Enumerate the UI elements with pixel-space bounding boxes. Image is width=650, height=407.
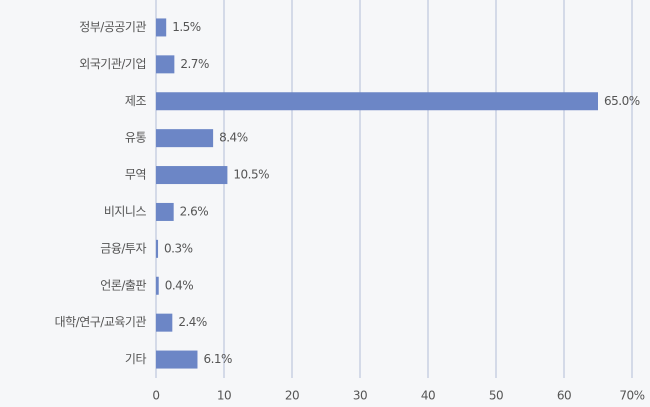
y-tick-label: 유통 — [125, 131, 147, 145]
x-tick-label: 50 — [489, 389, 503, 403]
value-label: 2.4% — [178, 315, 207, 329]
bar — [156, 202, 174, 221]
bar — [156, 18, 167, 37]
y-tick-label: 금융/투자 — [100, 241, 146, 255]
bar — [156, 55, 175, 74]
bar — [156, 166, 228, 185]
x-tick-label: 70% — [619, 389, 644, 403]
value-label: 1.5% — [172, 20, 201, 34]
value-label: 0.4% — [165, 278, 194, 292]
x-tick-label: 40 — [421, 389, 435, 403]
x-tick-label: 0 — [152, 389, 159, 403]
x-tick-label: 10 — [217, 389, 231, 403]
x-tick-label: 20 — [285, 389, 299, 403]
y-tick-label: 언론/출판 — [100, 278, 146, 292]
value-label: 6.1% — [203, 352, 232, 366]
value-label: 8.4% — [219, 131, 248, 145]
value-label: 65.0% — [604, 94, 640, 108]
x-tick-label: 30 — [353, 389, 367, 403]
value-label: 2.7% — [180, 57, 209, 71]
y-tick-label: 기타 — [125, 352, 147, 366]
bar — [156, 92, 598, 111]
value-label: 2.6% — [180, 204, 209, 218]
value-label: 10.5% — [233, 168, 269, 182]
y-tick-label: 비지니스 — [104, 204, 147, 218]
x-tick-label: 60 — [557, 389, 571, 403]
bar — [156, 313, 173, 332]
bar — [156, 350, 198, 369]
y-tick-label: 외국기관/기업 — [79, 57, 146, 71]
y-tick-label: 대학/연구/교육기관 — [55, 315, 147, 329]
y-tick-label: 정부/공공기관 — [79, 20, 146, 34]
y-tick-label: 제조 — [125, 94, 147, 108]
bar — [156, 239, 159, 258]
bar — [156, 129, 214, 148]
value-label: 0.3% — [164, 241, 193, 255]
bar — [156, 276, 159, 295]
y-tick-label: 무역 — [125, 168, 146, 182]
